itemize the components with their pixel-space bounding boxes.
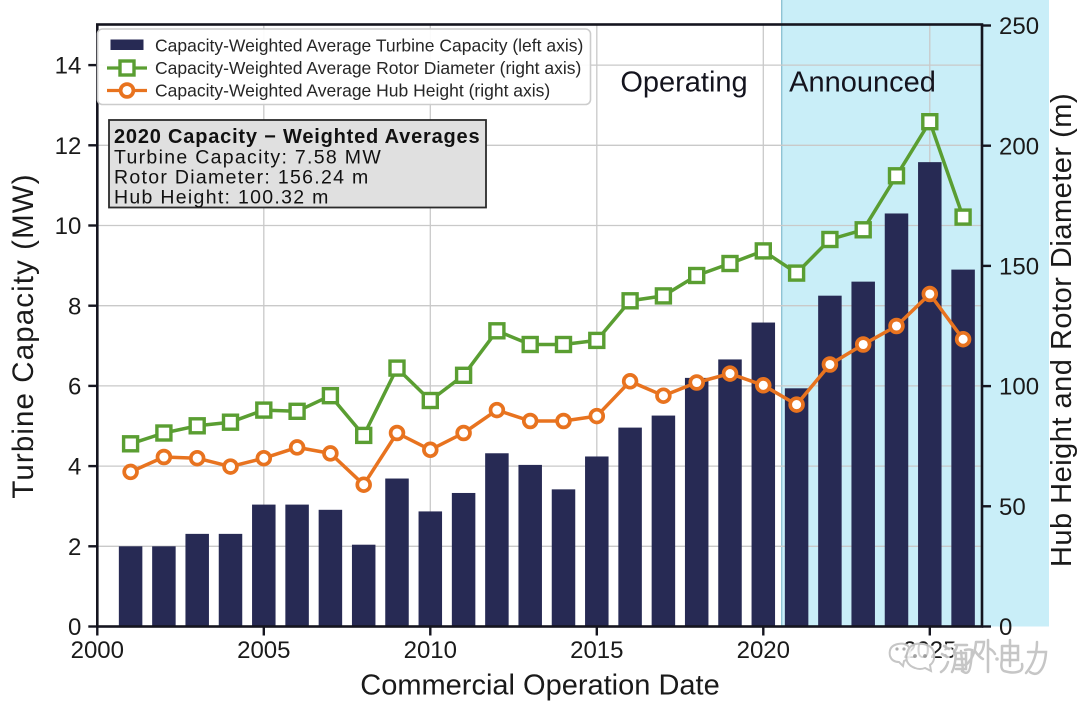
- svg-text:Turbine Capacity: 7.58 MW: Turbine Capacity: 7.58 MW: [114, 147, 382, 169]
- svg-text:Capacity-Weighted Average Hub: Capacity-Weighted Average Hub Height (ri…: [155, 81, 550, 101]
- svg-text:100: 100: [999, 374, 1039, 401]
- svg-text:Announced: Announced: [789, 67, 936, 99]
- svg-text:2005: 2005: [237, 637, 290, 664]
- svg-text:50: 50: [999, 494, 1026, 521]
- svg-text:Hub Height and Rotor Diameter: Hub Height and Rotor Diameter (m): [1046, 93, 1078, 567]
- svg-text:12: 12: [55, 133, 82, 160]
- svg-text:14: 14: [55, 53, 82, 80]
- svg-text:Hub Height: 100.32 m: Hub Height: 100.32 m: [114, 187, 330, 209]
- svg-text:8: 8: [68, 293, 81, 320]
- svg-text:150: 150: [999, 254, 1039, 281]
- svg-text:2015: 2015: [570, 637, 623, 664]
- svg-text:10: 10: [55, 213, 82, 240]
- svg-text:Operating: Operating: [620, 67, 747, 99]
- svg-text:6: 6: [68, 374, 81, 401]
- svg-text:200: 200: [999, 133, 1039, 160]
- svg-text:2020: 2020: [737, 637, 790, 664]
- svg-text:2000: 2000: [71, 637, 124, 664]
- svg-text:0: 0: [68, 614, 81, 641]
- svg-text:0: 0: [999, 614, 1012, 641]
- svg-text:Capacity-Weighted Average Roto: Capacity-Weighted Average Rotor Diameter…: [155, 58, 581, 78]
- svg-text:4: 4: [68, 454, 81, 481]
- svg-text:2: 2: [68, 534, 81, 561]
- svg-text:Capacity-Weighted Average Turb: Capacity-Weighted Average Turbine Capaci…: [155, 36, 583, 56]
- svg-text:2020 Capacity − Weighted Avera: 2020 Capacity − Weighted Averages: [114, 126, 480, 148]
- svg-text:Turbine Capacity (MW): Turbine Capacity (MW): [7, 173, 40, 498]
- svg-text:Rotor Diameter: 156.24 m: Rotor Diameter: 156.24 m: [114, 167, 370, 189]
- svg-text:2010: 2010: [404, 637, 457, 664]
- svg-text:250: 250: [999, 13, 1039, 40]
- svg-text:Commercial Operation Date: Commercial Operation Date: [360, 670, 719, 702]
